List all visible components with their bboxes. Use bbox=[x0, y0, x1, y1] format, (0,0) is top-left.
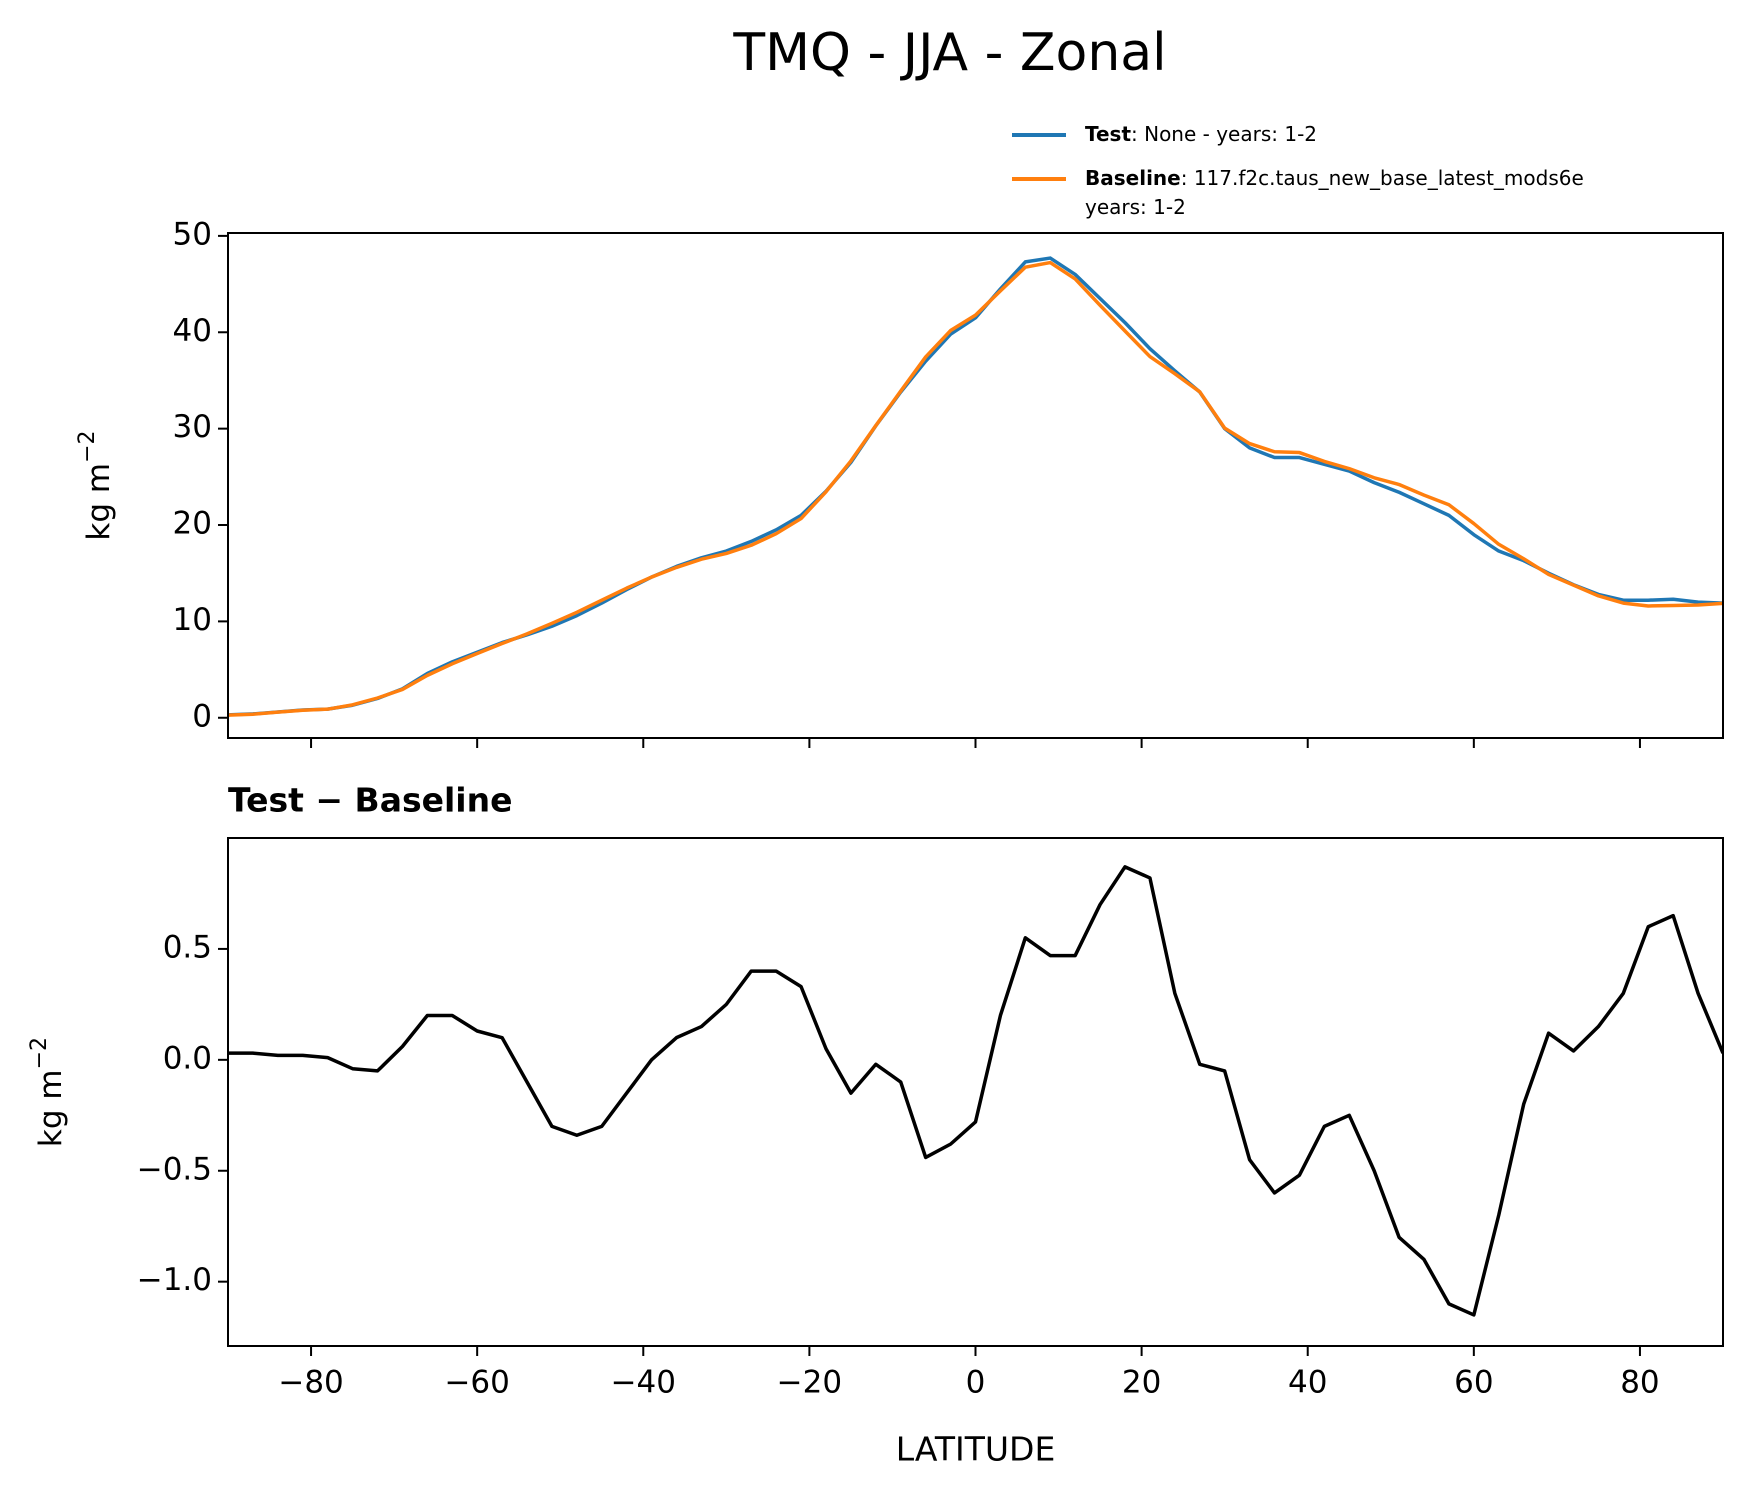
y-tick-label: 0 bbox=[192, 698, 212, 734]
y-tick-label: −1.0 bbox=[137, 1262, 212, 1298]
legend-label: Baseline: 117.f2c.taus_new_base_latest_m… bbox=[1085, 166, 1584, 190]
axes: 0 10 20 30 40 50 kg m−2 Test: None - years: 1-2… bbox=[75, 122, 1724, 748]
x-tick-label: 0 bbox=[966, 1365, 986, 1401]
legend-label: years: 1-2 bbox=[1085, 195, 1186, 219]
x-tick-label: 60 bbox=[1454, 1365, 1493, 1401]
y-tick-label: 20 bbox=[173, 506, 212, 542]
y-tick-label: 0.5 bbox=[163, 929, 212, 965]
x-tick-label: −20 bbox=[777, 1365, 842, 1401]
y-tick-label: 30 bbox=[173, 409, 212, 445]
y-axis-label: kg m−2 bbox=[75, 430, 117, 540]
legend-name: Test bbox=[1085, 122, 1131, 146]
x-tick-label: −40 bbox=[611, 1365, 676, 1401]
x-tick-label: 40 bbox=[1288, 1365, 1327, 1401]
y-axis-label-unit: kg m bbox=[33, 1069, 69, 1147]
y-tick-label: 40 bbox=[173, 313, 212, 349]
legend-detail: : None - years: 1-2 bbox=[1131, 122, 1317, 146]
y-axis-label: kg m−2 bbox=[27, 1037, 69, 1147]
data-line bbox=[228, 256, 1723, 717]
x-tick-label: −60 bbox=[444, 1365, 509, 1401]
axes-title: Test − Baseline bbox=[228, 781, 513, 820]
figure-title: TMQ - JJA - Zonal bbox=[732, 23, 1166, 83]
legend: Test: None - years: 1-2 Baseline: 117.f2c… bbox=[1012, 122, 1584, 219]
x-tick-label: 20 bbox=[1122, 1365, 1161, 1401]
legend-name: Baseline bbox=[1085, 166, 1181, 190]
plot-area bbox=[228, 256, 1723, 717]
y-tick-label: 50 bbox=[173, 216, 212, 252]
y-tick-label: −0.5 bbox=[137, 1151, 212, 1187]
data-line bbox=[228, 865, 1723, 1317]
data-line bbox=[228, 260, 1723, 717]
y-axis-label-exponent: −2 bbox=[75, 430, 100, 462]
y-tick-label: 10 bbox=[173, 602, 212, 638]
axes: −1.0 −0.5 0.0 0.5 −80 −60 −40 −20 0 20 40 60 80 kg m−… bbox=[27, 781, 1724, 1469]
y-tick-label: 0.0 bbox=[163, 1040, 212, 1076]
plot-area bbox=[228, 865, 1723, 1317]
x-tick-label: −80 bbox=[278, 1365, 343, 1401]
y-axis-label-exponent: −2 bbox=[27, 1037, 52, 1069]
legend-detail: : 117.f2c.taus_new_base_latest_mods6e bbox=[1181, 166, 1584, 190]
legend-label: Test: None - years: 1-2 bbox=[1085, 122, 1317, 146]
y-axis-label-unit: kg m bbox=[81, 463, 117, 541]
legend-detail: years: 1-2 bbox=[1085, 195, 1186, 219]
x-tick-label: 80 bbox=[1620, 1365, 1659, 1401]
axes-frame bbox=[227, 837, 1724, 1347]
x-axis-label: LATITUDE bbox=[896, 1430, 1056, 1469]
